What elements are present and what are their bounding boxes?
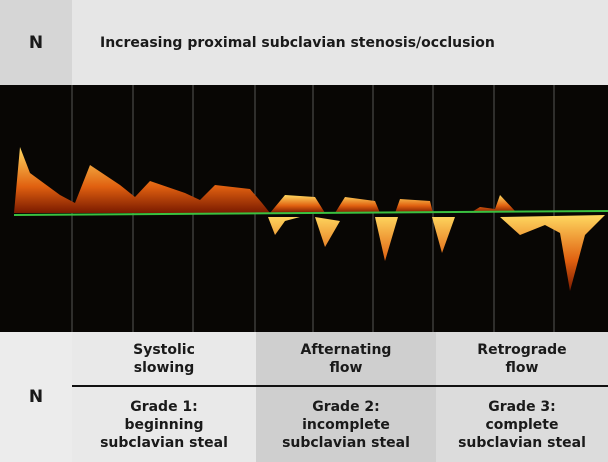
title-cell: Increasing proximal subclavian stenosis/…: [72, 0, 608, 85]
header-cell: N: [0, 0, 72, 85]
doppler-image: [0, 85, 608, 332]
label: N: [29, 34, 43, 52]
flow-text: flow: [506, 359, 539, 377]
grade-text: complete: [485, 416, 558, 434]
grade-text: subclavian steal: [100, 434, 228, 452]
grade-text: beginning: [124, 416, 203, 434]
grade-text: subclavian steal: [282, 434, 410, 452]
grade-text: subclavian steal: [458, 434, 586, 452]
flow-text: slowing: [134, 359, 194, 377]
figure: N Increasing proximal subclavian stenosi…: [0, 0, 608, 462]
footer-cell: N: [0, 332, 72, 462]
grade-text: Grade 1:: [130, 398, 198, 416]
grade-text: Grade 2:: [312, 398, 380, 416]
flow-text: Systolic: [133, 341, 195, 359]
grade-text: incomplete: [302, 416, 390, 434]
flow-text: Afternating: [301, 341, 392, 359]
grade-text: Grade 3:: [488, 398, 556, 416]
flow-text: flow: [330, 359, 363, 377]
flow-text: Retrograde: [477, 341, 566, 359]
label: N: [29, 388, 43, 406]
title: Increasing proximal subclavian stenosis/…: [100, 34, 495, 52]
